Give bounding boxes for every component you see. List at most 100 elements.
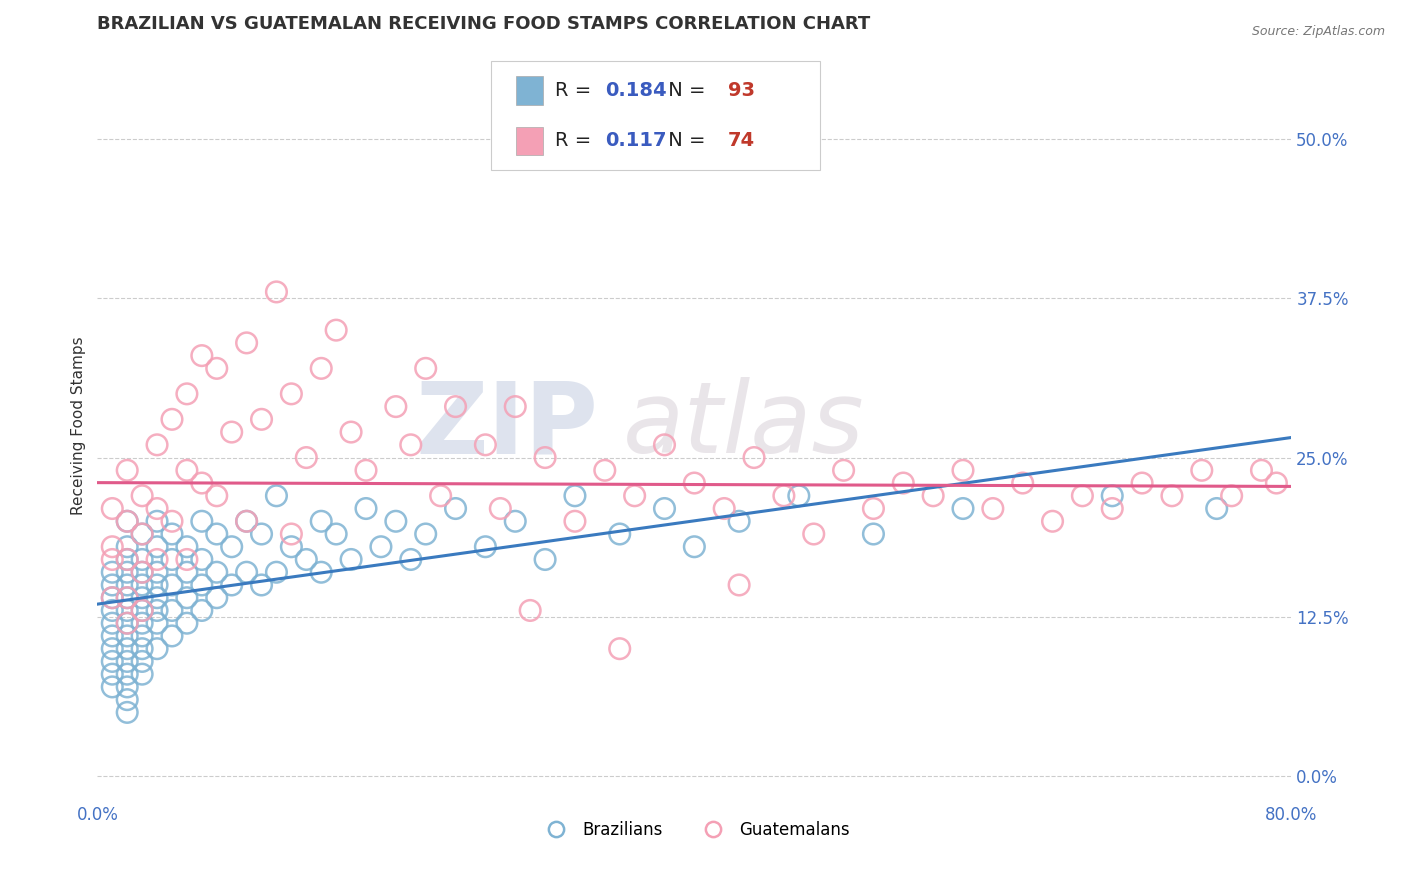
Point xyxy=(131,603,153,617)
Point xyxy=(862,501,884,516)
Point xyxy=(101,629,124,643)
Point xyxy=(205,566,228,580)
Point xyxy=(742,450,765,465)
Point xyxy=(728,578,751,592)
Point xyxy=(160,578,183,592)
Point xyxy=(683,476,706,491)
Point xyxy=(891,476,914,491)
Point xyxy=(266,285,288,299)
FancyBboxPatch shape xyxy=(516,127,543,155)
Point xyxy=(115,514,138,528)
Point xyxy=(160,552,183,566)
Text: N =: N = xyxy=(662,131,711,150)
Point xyxy=(309,361,332,376)
Point xyxy=(115,591,138,605)
Point xyxy=(146,641,169,656)
Point xyxy=(325,323,347,337)
Point xyxy=(115,616,138,631)
Text: R =: R = xyxy=(554,81,598,100)
Point xyxy=(1101,489,1123,503)
Point xyxy=(131,603,153,617)
Point xyxy=(146,616,169,631)
Point xyxy=(370,540,392,554)
Point xyxy=(160,603,183,617)
Point xyxy=(101,501,124,516)
Point xyxy=(250,578,273,592)
Point xyxy=(131,667,153,681)
Point xyxy=(683,540,706,554)
Point xyxy=(146,566,169,580)
Point xyxy=(1101,501,1123,516)
Point xyxy=(623,489,645,503)
Point xyxy=(101,603,124,617)
Point xyxy=(654,501,676,516)
Point xyxy=(131,527,153,541)
Point xyxy=(280,540,302,554)
Point xyxy=(115,566,138,580)
Point xyxy=(131,641,153,656)
Point xyxy=(176,552,198,566)
Text: 0.184: 0.184 xyxy=(605,81,666,100)
Text: 93: 93 xyxy=(728,81,755,100)
Point xyxy=(205,591,228,605)
Point xyxy=(474,540,496,554)
Point xyxy=(115,552,138,566)
Point xyxy=(534,552,557,566)
Point xyxy=(221,425,243,439)
Point xyxy=(862,527,884,541)
Point xyxy=(325,527,347,541)
Point xyxy=(429,489,451,503)
Point xyxy=(221,540,243,554)
Text: BRAZILIAN VS GUATEMALAN RECEIVING FOOD STAMPS CORRELATION CHART: BRAZILIAN VS GUATEMALAN RECEIVING FOOD S… xyxy=(97,15,870,33)
Point xyxy=(205,361,228,376)
Point xyxy=(1042,514,1064,528)
Point xyxy=(131,629,153,643)
Point xyxy=(191,603,214,617)
Point xyxy=(266,566,288,580)
Point xyxy=(803,527,825,541)
Point xyxy=(101,655,124,669)
Point xyxy=(503,400,526,414)
Point xyxy=(773,489,796,503)
Point xyxy=(1161,489,1184,503)
Point xyxy=(146,501,169,516)
Point xyxy=(340,552,363,566)
Text: 0.117: 0.117 xyxy=(605,131,666,150)
Point xyxy=(295,552,318,566)
Point xyxy=(160,412,183,426)
Point xyxy=(115,603,138,617)
Point xyxy=(221,578,243,592)
FancyBboxPatch shape xyxy=(491,62,820,170)
Point xyxy=(131,552,153,566)
Point xyxy=(1265,476,1288,491)
Point xyxy=(205,489,228,503)
Point xyxy=(176,387,198,401)
Point xyxy=(266,489,288,503)
Point xyxy=(593,463,616,477)
Point xyxy=(309,514,332,528)
Point xyxy=(146,514,169,528)
Point xyxy=(309,566,332,580)
Point xyxy=(444,501,467,516)
Point xyxy=(385,400,408,414)
Point xyxy=(191,552,214,566)
Point xyxy=(115,552,138,566)
Point xyxy=(160,629,183,643)
Legend: Brazilians, Guatemalans: Brazilians, Guatemalans xyxy=(533,814,856,846)
Point xyxy=(519,603,541,617)
Point xyxy=(952,463,974,477)
Text: R =: R = xyxy=(554,131,598,150)
Point xyxy=(101,540,124,554)
Point xyxy=(1220,489,1243,503)
Point xyxy=(1191,463,1213,477)
Point xyxy=(101,667,124,681)
Point xyxy=(101,591,124,605)
Point xyxy=(832,463,855,477)
Point xyxy=(115,540,138,554)
Point xyxy=(564,514,586,528)
Point xyxy=(191,514,214,528)
Point xyxy=(146,438,169,452)
Point xyxy=(176,540,198,554)
Point xyxy=(115,616,138,631)
Text: atlas: atlas xyxy=(623,377,865,475)
